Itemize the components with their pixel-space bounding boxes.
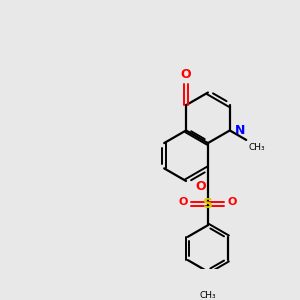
Text: N: N bbox=[235, 124, 245, 137]
Text: O: O bbox=[181, 68, 191, 80]
Text: O: O bbox=[179, 197, 188, 207]
Text: O: O bbox=[195, 179, 206, 193]
Text: O: O bbox=[227, 197, 237, 207]
Text: CH₃: CH₃ bbox=[249, 142, 266, 152]
Text: S: S bbox=[203, 197, 213, 211]
Text: CH₃: CH₃ bbox=[200, 291, 216, 300]
